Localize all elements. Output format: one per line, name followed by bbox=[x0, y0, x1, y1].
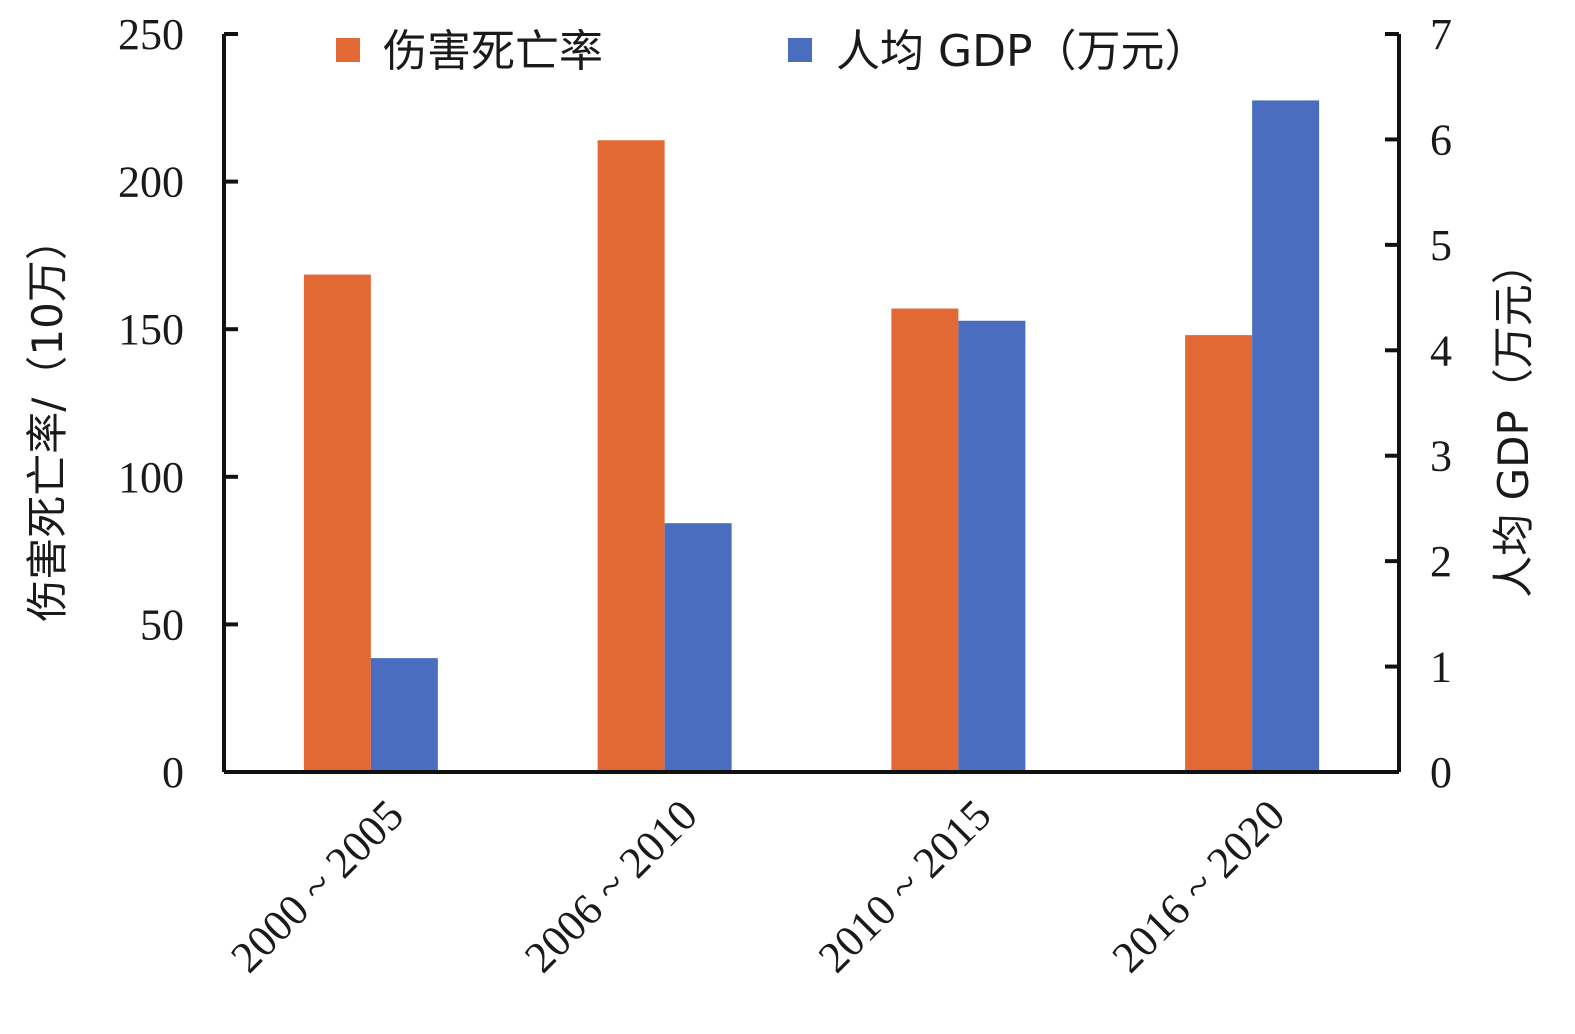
y2-tick-label: 5 bbox=[1430, 221, 1452, 270]
y-tick-label: 250 bbox=[118, 10, 184, 59]
y-axis-title: 伤害死亡率/（10万） bbox=[23, 218, 72, 622]
legend-swatch bbox=[336, 38, 360, 62]
y-tick-label: 50 bbox=[140, 600, 184, 649]
y-tick-label: 0 bbox=[162, 748, 184, 797]
y2-tick-label: 2 bbox=[1430, 537, 1452, 586]
bar-injury-death-rate-4 bbox=[1185, 335, 1253, 772]
y2-tick-label: 0 bbox=[1430, 748, 1452, 797]
legend: 伤害死亡率 人均 GDP（万元） bbox=[336, 26, 1209, 77]
bar-gdp-per-capita-3 bbox=[958, 320, 1026, 772]
y2-tick-label: 3 bbox=[1430, 432, 1452, 481]
x-tick-label: 2016 ~ 2020 bbox=[1103, 790, 1294, 981]
x-tick-label: 2010 ~ 2015 bbox=[809, 790, 1000, 981]
y2-tick-label: 1 bbox=[1430, 643, 1452, 692]
legend-label: 人均 GDP（万元） bbox=[836, 26, 1209, 77]
y-tick-label: 100 bbox=[118, 453, 184, 502]
legend-label: 伤害死亡率 bbox=[383, 26, 603, 77]
y2-tick-label: 7 bbox=[1430, 10, 1452, 59]
y-tick-label: 150 bbox=[118, 305, 184, 354]
bars bbox=[303, 100, 1320, 773]
x-tick-label: 2006 ~ 2010 bbox=[515, 790, 706, 981]
bar-injury-death-rate-3 bbox=[891, 308, 959, 772]
bar-injury-death-rate-1 bbox=[303, 274, 371, 772]
bar-gdp-per-capita-1 bbox=[370, 658, 438, 772]
bar-gdp-per-capita-2 bbox=[664, 523, 732, 772]
y2-tick-label: 4 bbox=[1430, 326, 1452, 375]
bar-gdp-per-capita-4 bbox=[1252, 100, 1320, 773]
y2-tick-label: 6 bbox=[1430, 115, 1452, 164]
y-tick-label: 200 bbox=[118, 158, 184, 207]
x-tick-label: 2000 ~ 2005 bbox=[221, 790, 412, 981]
legend-swatch bbox=[788, 38, 812, 62]
bar-injury-death-rate-2 bbox=[597, 140, 665, 773]
y2-axis-title: 人均 GDP（万元） bbox=[1489, 242, 1538, 598]
